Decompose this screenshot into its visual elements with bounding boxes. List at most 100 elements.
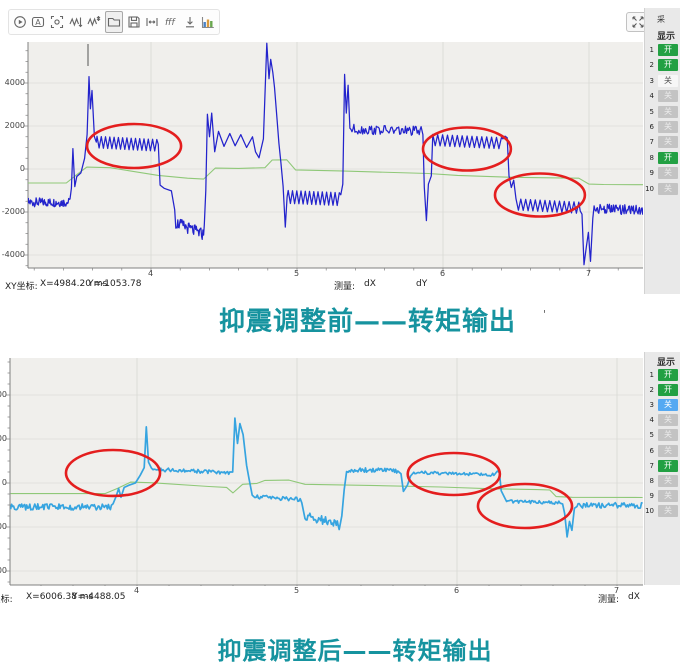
coord-label: XY坐标: [0,595,13,605]
oscillation-highlight-ellipse [476,482,574,530]
oscillation-highlight-ellipse [85,122,183,170]
channel-10-toggle-button[interactable]: 关 [658,182,678,195]
x-tick-label: 6 [454,586,460,595]
series-reference [10,479,643,499]
channel-number: 7 [649,461,654,470]
series-reference [28,159,643,186]
channel-number: 9 [649,169,654,178]
channel-8-toggle-button[interactable]: 关 [658,474,678,487]
channel-number: 7 [649,138,654,147]
y-tick-label: 2000 [0,434,7,443]
channel-6-toggle-button[interactable]: 关 [658,444,678,457]
report-chart-icon[interactable] [200,12,216,32]
channel-number: 8 [649,153,654,162]
channel-5-toggle-button[interactable]: 关 [658,429,678,442]
channel-9-toggle-button[interactable]: 关 [658,167,678,180]
channel-number: 6 [649,446,654,455]
channel-4-toggle-button[interactable]: 关 [658,414,678,427]
y-tick-label: -2000 [0,522,7,531]
channel-number: 6 [649,123,654,131]
cursor-measure-icon[interactable] [144,12,160,32]
y-tick-label: -2000 [1,207,25,216]
plot-area[interactable] [10,358,643,585]
open-folder-icon[interactable] [105,11,123,33]
x-tick-label: 4 [148,269,154,278]
y-tick-label: 4000 [4,78,25,87]
plot-area[interactable] [28,42,643,268]
oscillation-highlight-ellipse [421,126,513,172]
channel-7-toggle-button[interactable]: 关 [658,136,678,149]
expand-arrows-icon [632,16,644,28]
channel-number: 9 [649,491,654,500]
channel-number: 3 [649,76,654,85]
oscillation-highlight-ellipse [406,451,502,497]
save-icon[interactable] [126,12,142,32]
x-tick-label: 6 [440,269,446,278]
channel-6-toggle-button[interactable]: 关 [658,121,678,133]
channel-7-toggle-button[interactable]: 开 [658,459,678,472]
measure-dy[interactable]: dY [416,279,428,289]
zoom-focus-icon[interactable] [49,12,65,32]
x-tick-label: 7 [586,269,592,278]
svg-text:A: A [36,18,42,27]
y-tick-label: 2000 [4,121,25,130]
coord-x-value: X=6006.38 ms [26,592,94,602]
channel-number: 10 [645,506,654,515]
channel-5-toggle-button[interactable]: 关 [658,105,678,118]
channel-number: 4 [649,416,654,425]
channel-1-toggle-button[interactable]: 开 [658,369,678,381]
measure-dx[interactable]: dX [364,279,376,289]
channel-3-toggle-button[interactable]: 关 [658,74,678,87]
run-icon[interactable] [12,12,28,32]
channel-10-toggle-button[interactable]: 关 [658,504,678,517]
coord-y-value: Y=-4488.05 [72,592,126,602]
oscillation-highlight-ellipse [64,448,162,498]
channel-number: 1 [649,46,654,54]
y-tick-label: 0 [19,164,25,173]
channel-number: 3 [649,401,654,410]
measure-label: 测量: [334,282,356,292]
y-tick-label: -4000 [0,566,7,575]
channel-panel-top-label: 采 [657,15,665,24]
channel-number: 10 [645,184,654,193]
channel-2-toggle-button[interactable]: 开 [658,384,678,397]
y-tick-label: 4000 [0,390,7,399]
svg-text:fff: fff [165,18,176,28]
oscillation-highlight-ellipse [493,172,587,218]
channel-number: 8 [649,476,654,485]
channel-number: 1 [649,371,654,379]
status-bar: XY坐标: X=6006.38 ms Y=-4488.05 测量: dX [0,592,646,608]
x-tick-label: 5 [294,586,300,595]
channel-4-toggle-button[interactable]: 关 [658,90,678,103]
label-a-icon[interactable]: A [31,12,47,32]
title-after: 抑震调整后——转矩输出 [217,637,493,665]
channel-2-toggle-button[interactable]: 开 [658,59,678,72]
channel-3-toggle-button[interactable]: 关 [658,399,678,412]
channel-8-toggle-button[interactable]: 开 [658,151,678,164]
x-tick-label: 5 [294,269,300,278]
waveform-trigger-icon[interactable] [68,12,84,32]
coord-y-value: Y=-1053.78 [88,279,142,289]
channel-number: 5 [649,431,654,440]
channel-panel-header: 显示 [656,32,675,42]
coord-label: XY坐标: [5,282,38,292]
channel-1-toggle-button[interactable]: 开 [658,44,678,56]
y-tick-label: -4000 [1,250,25,259]
channel-number: 4 [649,92,654,101]
chart-before[interactable] [0,0,646,296]
export-icon[interactable] [182,12,198,32]
series-torque-feedback [10,417,643,538]
waveform-settings-icon[interactable] [87,12,103,32]
title-mark: ' [543,308,547,321]
y-tick-label: 0 [1,478,7,487]
x-tick-label: 4 [134,586,140,595]
function-icon[interactable]: fff [163,12,179,32]
measure-dx: dX [628,592,640,602]
series-torque-feedback [28,42,643,266]
coord-x-value: X=4984.20 ms [40,279,108,289]
chart-after[interactable] [0,350,646,586]
channel-9-toggle-button[interactable]: 关 [658,489,678,502]
